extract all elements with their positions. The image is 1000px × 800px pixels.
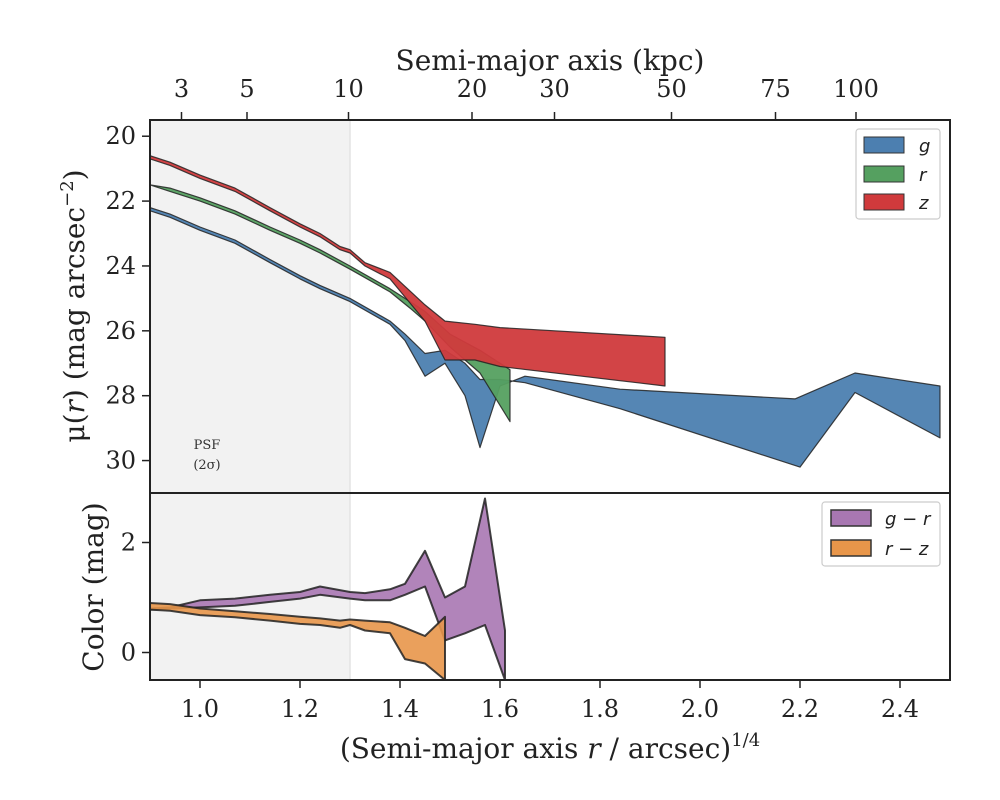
legend-swatch-r: [863, 165, 905, 183]
top-axis-tick-label: 75: [760, 75, 791, 103]
y-axis-title-bottom: Color (mag): [77, 502, 110, 671]
x-tick-label: 2.2: [781, 695, 819, 723]
legend-bottom: g − r r − z: [821, 501, 941, 567]
x-tick-label: 1.2: [281, 695, 319, 723]
x-tick-label: 2.0: [681, 695, 719, 723]
top-axis-tick-label: 20: [457, 75, 488, 103]
legend-swatch-g-r: [830, 509, 872, 527]
x-tick-label: 1.8: [581, 695, 619, 723]
top-axis-tick-label: 30: [539, 75, 570, 103]
legend-swatch-z: [863, 193, 905, 211]
top-axis-tick-label: 50: [656, 75, 687, 103]
surface-brightness-band-1: [150, 184, 511, 423]
color-band-1: [150, 602, 446, 680]
y-axis-title-top: μ(r) (mag arcsec−2): [57, 169, 91, 442]
top-axis-tick-label: 5: [239, 75, 254, 103]
y-tick-label-top: 26: [105, 317, 136, 345]
surface-brightness-band-2: [150, 155, 666, 387]
legend-swatch-g: [863, 136, 905, 154]
psf-label: PSF: [194, 438, 221, 453]
top-axis-tick-label: 100: [833, 75, 879, 103]
legend-label-r: r: [919, 165, 928, 186]
top-axis-title: Semi-major axis (kpc): [396, 44, 705, 77]
y-tick-label-top: 22: [105, 187, 136, 215]
top-axis-tick-label: 10: [333, 75, 364, 103]
psf-sigma-label: (2σ): [193, 458, 220, 473]
bottom-panel-frame: [149, 492, 951, 681]
x-tick-label: 2.4: [881, 695, 919, 723]
x-axis-title: (Semi-major axis r / arcsec)1/4: [340, 730, 760, 765]
y-tick-label-top: 24: [105, 252, 136, 280]
surface-brightness-band-0: [150, 207, 941, 468]
x-tick-label: 1.6: [481, 695, 519, 723]
legend-label-g-r: g − r: [885, 509, 932, 530]
y-tick-label-bottom: 0: [121, 639, 136, 667]
legend-top: g r z: [855, 128, 941, 220]
color-band-0: [150, 497, 506, 680]
y-tick-label-bottom: 2: [121, 529, 136, 557]
x-tick-label: 1.0: [181, 695, 219, 723]
x-tick-label: 1.4: [381, 695, 419, 723]
legend-label-r-z: r − z: [885, 539, 929, 560]
y-tick-label-top: 28: [105, 382, 136, 410]
y-tick-label-top: 20: [105, 122, 136, 150]
y-tick-label-top: 30: [105, 447, 136, 475]
legend-label-g: g: [919, 136, 930, 157]
legend-swatch-r-z: [830, 539, 872, 557]
legend-label-z: z: [918, 193, 929, 214]
top-axis-tick-label: 3: [174, 75, 189, 103]
